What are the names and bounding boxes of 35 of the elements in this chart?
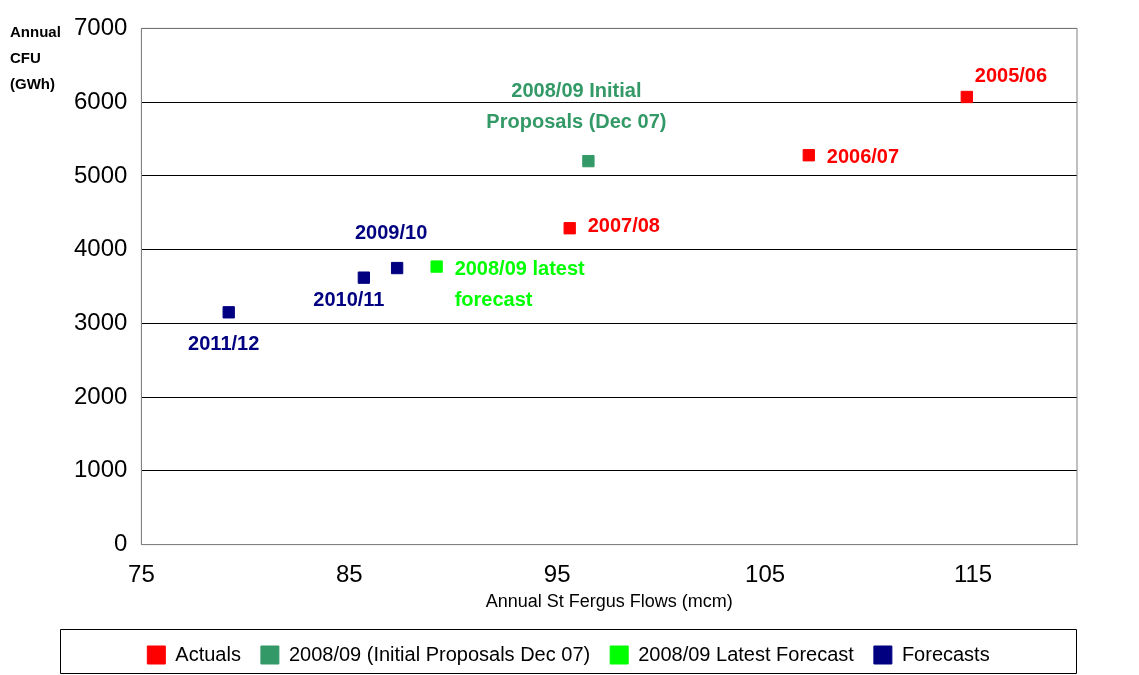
annotation: 2011/12: [188, 331, 260, 354]
y-tick-label: 5000: [74, 160, 128, 188]
annotation: 2006/07: [826, 144, 900, 167]
legend-label: 2008/09 (Initial Proposals Dec 07): [288, 642, 591, 665]
y-tick-label: 4000: [74, 234, 128, 262]
point: [802, 149, 815, 162]
annotation: 2008/09 Initial Proposals (Dec 07): [486, 78, 667, 132]
y-tick-label: 3000: [74, 308, 128, 335]
annotation: 2008/09 latest forecast: [454, 257, 586, 311]
annotation: 2005/06: [974, 64, 1048, 87]
annotation: 2007/08: [587, 213, 660, 236]
y-tick-label: 7000: [74, 13, 128, 41]
point: [430, 260, 443, 273]
annotation: 2009/10: [354, 220, 428, 243]
point: [960, 90, 973, 104]
legend-label: 2008/09 Latest Forecast: [638, 642, 855, 665]
annotation: 2010/11: [313, 288, 385, 311]
y-tick-label: 6000: [74, 86, 128, 114]
legend-label: Actuals: [175, 642, 241, 665]
point: [390, 261, 404, 275]
y-tick-label: 1000: [74, 455, 128, 483]
y-tick-label: 2000: [74, 381, 128, 409]
x-tick-label: 85: [335, 559, 363, 587]
point: [222, 306, 235, 319]
x-tick-label: 75: [128, 559, 155, 587]
point: [582, 154, 595, 168]
point: [563, 222, 576, 235]
legend-label: Forecasts: [901, 642, 990, 665]
x-tick-label: 105: [745, 559, 786, 587]
x-axis-title: Annual St Fergus Flows (mcm): [485, 591, 733, 612]
y-axis-title: Annual CFU (GWh): [10, 23, 61, 93]
x-tick-label: 115: [953, 559, 993, 587]
y-tick-label: 0: [114, 529, 128, 557]
x-tick-label: 95: [543, 559, 571, 587]
point: [357, 271, 371, 284]
